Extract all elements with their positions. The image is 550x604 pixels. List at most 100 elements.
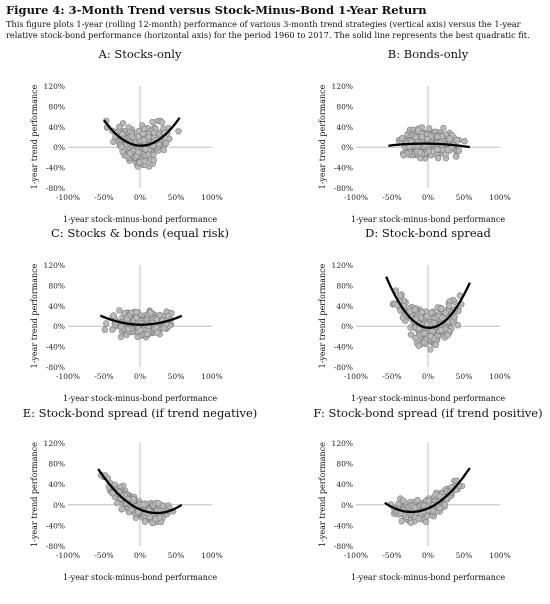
- data-point: [407, 331, 415, 338]
- data-point: [437, 326, 445, 334]
- y-tick-label: -80%: [334, 184, 353, 193]
- data-point: [117, 323, 125, 330]
- x-tick-label: -50%: [94, 551, 113, 560]
- x-tick-label: 100%: [201, 193, 222, 202]
- y-axis-label: 1-year trend performance: [318, 263, 327, 368]
- data-point: [145, 151, 152, 158]
- data-point: [418, 133, 426, 140]
- x-tick-label: 100%: [201, 551, 222, 560]
- y-tick-label: -40%: [334, 521, 353, 530]
- y-tick-label: 0%: [341, 143, 353, 152]
- data-point: [411, 504, 418, 511]
- chart-title: F: Stock-bond spread (if trend positive): [313, 406, 542, 420]
- data-point: [133, 314, 140, 321]
- quadratic-fit-line: [97, 468, 183, 515]
- x-tick-label: 0%: [134, 193, 146, 202]
- y-tick-label: -80%: [46, 184, 65, 193]
- chart-title: B: Bonds-only: [388, 47, 469, 61]
- x-axis-label: 1-year stock-minus-bond performance: [351, 215, 505, 224]
- x-tick-label: -100%: [344, 551, 368, 560]
- y-tick-label: 120%: [44, 261, 65, 270]
- data-point: [152, 515, 159, 523]
- data-point: [398, 518, 405, 525]
- data-point: [136, 159, 143, 166]
- x-tick-label: 50%: [168, 551, 185, 560]
- chart-title: D: Stock-bond spread: [365, 226, 491, 240]
- data-points: [387, 477, 466, 526]
- data-point: [425, 497, 432, 505]
- data-point: [110, 138, 117, 146]
- data-point: [415, 342, 422, 349]
- data-point: [438, 305, 445, 312]
- data-points: [103, 117, 182, 170]
- x-tick-label: 50%: [456, 551, 473, 560]
- y-tick-label: 0%: [341, 322, 353, 331]
- data-point: [147, 309, 154, 316]
- quadratic-fit-line: [385, 276, 471, 329]
- data-point: [440, 124, 447, 132]
- data-point: [399, 135, 406, 142]
- x-tick-label: 50%: [168, 372, 185, 381]
- data-point: [140, 501, 147, 508]
- chart-title: A: Stocks-only: [98, 47, 182, 61]
- x-tick-label: 0%: [422, 551, 434, 560]
- data-point: [150, 156, 157, 164]
- data-point: [453, 137, 461, 144]
- data-point: [158, 119, 166, 126]
- data-point: [444, 331, 451, 339]
- data-point: [118, 143, 125, 150]
- y-axis-label: 1-year trend performance: [318, 442, 327, 547]
- x-tick-label: -100%: [56, 193, 80, 202]
- y-tick-label: 120%: [332, 82, 353, 91]
- data-point: [436, 493, 443, 500]
- x-tick-label: -50%: [94, 372, 113, 381]
- y-tick-label: 40%: [48, 123, 65, 132]
- y-tick-label: 0%: [53, 322, 65, 331]
- x-tick-label: -50%: [382, 193, 401, 202]
- data-point: [149, 118, 156, 126]
- data-point: [101, 326, 108, 333]
- y-tick-label: 80%: [48, 102, 65, 111]
- data-point: [432, 341, 439, 349]
- data-point: [395, 500, 402, 508]
- data-point: [421, 339, 428, 346]
- data-point: [426, 125, 433, 132]
- quadratic-fit-line: [384, 467, 471, 514]
- y-tick-label: 0%: [53, 501, 65, 510]
- chart-title: C: Stocks & bonds (equal risk): [51, 226, 229, 240]
- y-tick-label: 80%: [48, 281, 65, 290]
- y-tick-label: -80%: [46, 363, 65, 372]
- quadratic-fit-line: [103, 117, 181, 147]
- y-tick-label: 40%: [336, 123, 353, 132]
- y-tick-label: 0%: [53, 143, 65, 152]
- x-axis-label: 1-year stock-minus-bond performance: [351, 573, 505, 582]
- data-point: [439, 314, 446, 321]
- data-point: [135, 148, 142, 156]
- chart-panel-1: A: Stocks-only -80% -40% 0% 40% 80% 120% -100% -…: [30, 47, 223, 224]
- data-point: [434, 133, 441, 140]
- y-axis-label: 1-year trend performance: [30, 84, 39, 189]
- data-point: [444, 146, 451, 154]
- x-tick-label: 100%: [489, 372, 510, 381]
- y-tick-label: 80%: [336, 102, 353, 111]
- data-point: [418, 309, 425, 316]
- data-points: [98, 471, 177, 526]
- data-point: [116, 123, 123, 130]
- data-point: [146, 513, 153, 521]
- data-point: [175, 128, 182, 135]
- data-point: [429, 327, 436, 335]
- y-tick-label: -40%: [334, 164, 353, 173]
- y-tick-label: 120%: [44, 439, 65, 448]
- y-tick-label: 80%: [336, 281, 353, 290]
- y-tick-label: 0%: [341, 501, 353, 510]
- y-tick-label: -40%: [334, 343, 353, 352]
- x-axis-label: 1-year stock-minus-bond performance: [63, 573, 217, 582]
- data-points: [389, 287, 465, 353]
- x-tick-label: 50%: [456, 372, 473, 381]
- chart-panel-3: C: Stocks & bonds (equal risk) -80% -40% 0%…: [30, 226, 229, 403]
- data-point: [114, 499, 121, 507]
- x-tick-label: 0%: [422, 372, 434, 381]
- y-tick-label: 120%: [332, 439, 353, 448]
- data-point: [454, 322, 462, 329]
